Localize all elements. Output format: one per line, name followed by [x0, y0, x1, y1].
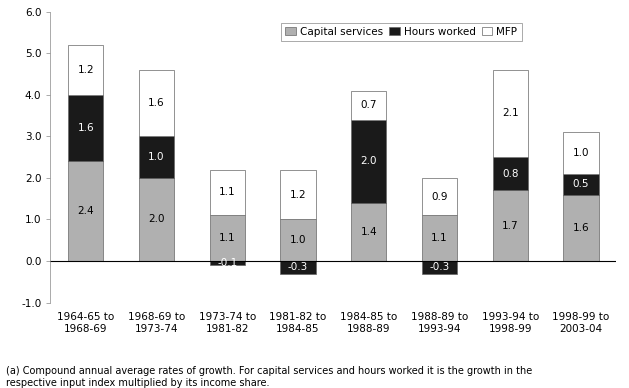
- Bar: [281, 261, 316, 274]
- Bar: [68, 95, 103, 161]
- Bar: [351, 203, 386, 261]
- Bar: [68, 45, 103, 95]
- Bar: [422, 178, 457, 215]
- Bar: [281, 220, 316, 261]
- Bar: [493, 191, 528, 261]
- Text: -0.3: -0.3: [430, 262, 450, 272]
- Text: 0.9: 0.9: [431, 192, 448, 202]
- Bar: [564, 132, 599, 174]
- Text: 0.5: 0.5: [573, 179, 589, 189]
- Bar: [281, 170, 316, 220]
- Text: 1.2: 1.2: [290, 190, 306, 199]
- Bar: [209, 215, 245, 261]
- Text: 2.1: 2.1: [502, 109, 518, 118]
- Text: 1.7: 1.7: [502, 221, 518, 231]
- Bar: [209, 170, 245, 215]
- Bar: [493, 70, 528, 157]
- Text: 1.4: 1.4: [360, 227, 377, 237]
- Text: 1.0: 1.0: [573, 148, 589, 158]
- Text: 2.4: 2.4: [77, 206, 94, 216]
- Text: -0.3: -0.3: [288, 262, 308, 272]
- Bar: [139, 178, 174, 261]
- Text: 0.8: 0.8: [502, 169, 518, 179]
- Text: 1.1: 1.1: [431, 233, 448, 243]
- Text: 1.1: 1.1: [219, 233, 235, 243]
- Bar: [493, 157, 528, 191]
- Bar: [68, 161, 103, 261]
- Bar: [351, 91, 386, 120]
- Bar: [139, 70, 174, 136]
- Text: 1.6: 1.6: [148, 98, 165, 108]
- Text: 1.1: 1.1: [219, 187, 235, 197]
- Text: 2.0: 2.0: [360, 156, 377, 166]
- Text: -0.1: -0.1: [217, 258, 237, 268]
- Bar: [209, 261, 245, 265]
- Bar: [351, 120, 386, 203]
- Text: 1.6: 1.6: [77, 123, 94, 133]
- Text: 0.7: 0.7: [360, 100, 377, 110]
- Text: 1.0: 1.0: [148, 152, 165, 162]
- Text: (a) Compound annual average rates of growth. For capital services and hours work: (a) Compound annual average rates of gro…: [6, 366, 533, 388]
- Text: 1.6: 1.6: [573, 223, 589, 233]
- Text: 1.0: 1.0: [290, 235, 306, 245]
- Bar: [422, 261, 457, 274]
- Bar: [422, 215, 457, 261]
- Text: 2.0: 2.0: [148, 215, 165, 225]
- Bar: [564, 194, 599, 261]
- Legend: Capital services, Hours worked, MFP: Capital services, Hours worked, MFP: [281, 23, 521, 41]
- Bar: [564, 174, 599, 194]
- Bar: [139, 136, 174, 178]
- Text: 1.2: 1.2: [77, 65, 94, 75]
